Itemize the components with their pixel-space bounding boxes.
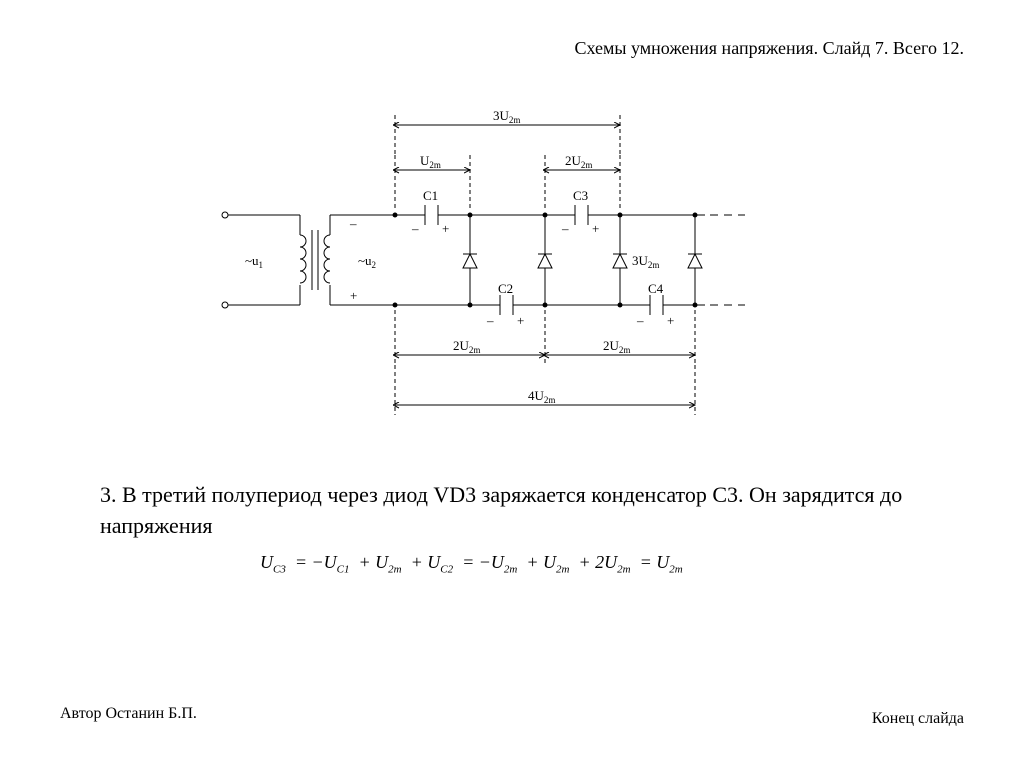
plus-secondary-bot: + — [350, 288, 357, 303]
minus-secondary-top: – — [349, 216, 357, 231]
author-footer: Автор Останин Б.П. — [60, 705, 197, 723]
slide-header: Схемы умножения напряжения. Слайд 7. Все… — [574, 38, 964, 59]
c4-plus: + — [667, 313, 674, 328]
label-c3: C3 — [573, 188, 588, 203]
c2-plus: + — [517, 313, 524, 328]
slide-end-footer: Конец слайда — [872, 710, 964, 728]
c4-minus: – — [636, 313, 644, 328]
c3-plus: + — [592, 221, 599, 236]
equation: UC3 = −UC1 + U2m + UC2 = −U2m + U2m + 2U… — [260, 552, 683, 576]
c1-plus: + — [442, 221, 449, 236]
circuit-diagram: ~u1 ~u2 – + C1 C3 C2 C4 – + – + – + – + … — [200, 95, 760, 455]
c2-minus: – — [486, 313, 494, 328]
label-c2: C2 — [498, 281, 513, 296]
label-c4: C4 — [648, 281, 664, 296]
c3-minus: – — [561, 221, 569, 236]
body-paragraph: 3. В третий полупериод через диод VD3 за… — [100, 480, 920, 542]
c1-minus: – — [411, 221, 419, 236]
label-c1: C1 — [423, 188, 438, 203]
